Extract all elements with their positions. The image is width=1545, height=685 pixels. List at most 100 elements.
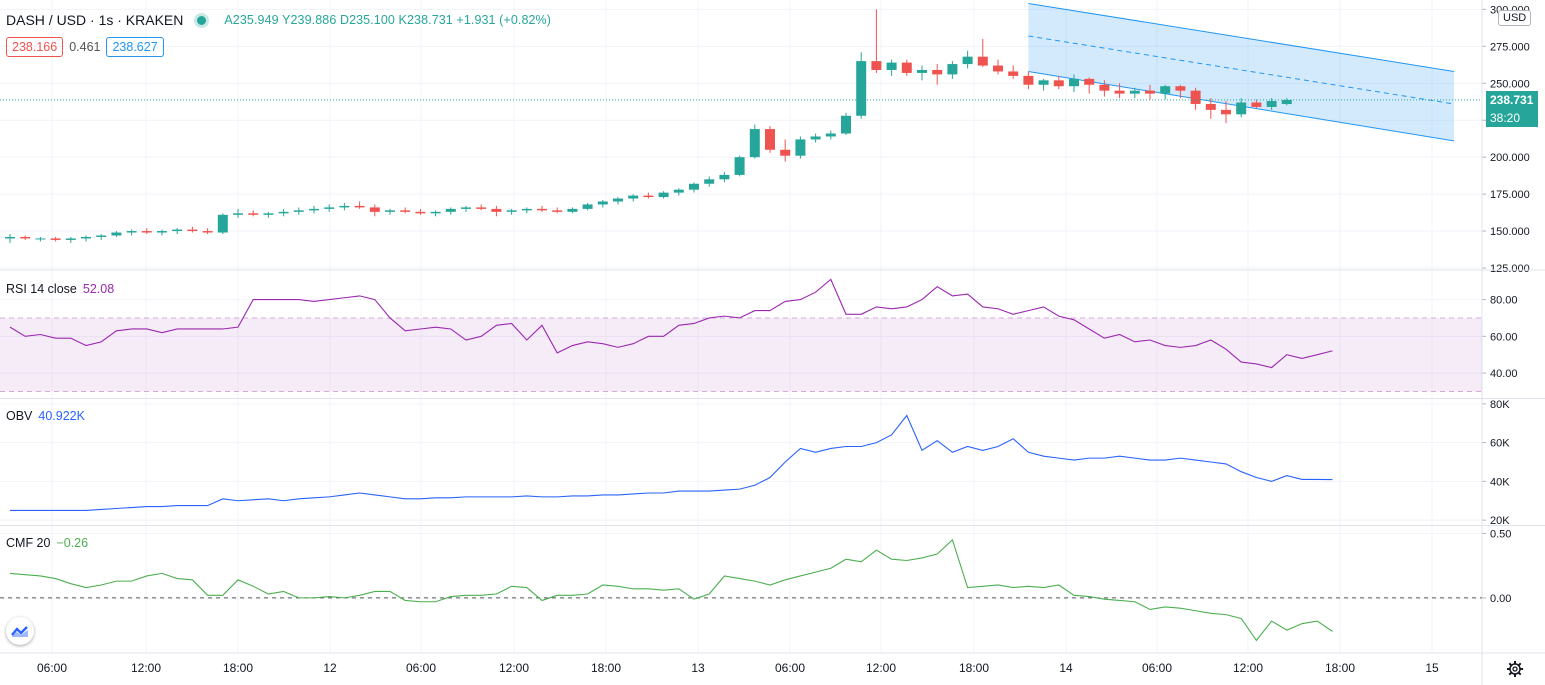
candle-body xyxy=(1008,71,1019,76)
candle-body xyxy=(172,229,183,232)
obv-title: OBV xyxy=(6,409,33,423)
ask-price[interactable]: 238.627 xyxy=(106,37,164,57)
candle-body xyxy=(111,232,122,236)
regression-channel-fill xyxy=(1028,3,1454,141)
time-axis-label: 06:00 xyxy=(37,661,67,675)
last-price-tag: 238.731 xyxy=(1486,90,1538,109)
obv-line xyxy=(10,414,1333,511)
candle-body xyxy=(278,211,289,214)
candle-body xyxy=(354,205,365,208)
candle-body xyxy=(1099,84,1110,91)
cmf-value: −0.26 xyxy=(56,536,89,550)
time-axis-label: 15 xyxy=(1425,661,1439,675)
candle-body xyxy=(871,61,882,70)
obv-legend[interactable]: OBV 40.922K xyxy=(6,409,85,423)
candle-body xyxy=(1205,103,1216,110)
time-axis-label: 06:00 xyxy=(775,661,805,675)
candle-body xyxy=(293,210,304,212)
candle-body xyxy=(1038,80,1049,85)
time-axis-label: 18:00 xyxy=(591,661,621,675)
candle-body xyxy=(1266,101,1277,107)
price-y-tick-label: 125.000 xyxy=(1490,263,1530,275)
candle-body xyxy=(476,207,487,209)
rsi-y-tick-label: 40.00 xyxy=(1490,368,1518,380)
candle-body xyxy=(734,157,745,175)
market-status-icon xyxy=(197,15,207,25)
candle-body xyxy=(324,207,335,209)
candle-body xyxy=(552,210,563,212)
candle-body xyxy=(248,213,259,215)
cmf-line xyxy=(9,538,1333,642)
cmf-legend[interactable]: CMF 20 −0.26 xyxy=(6,536,88,550)
tradingview-logo-icon[interactable] xyxy=(6,617,34,645)
cmf-title: CMF 20 xyxy=(6,536,51,550)
candle-body xyxy=(461,207,471,209)
countdown-tag: 38:20 xyxy=(1486,108,1538,127)
candle-body xyxy=(932,69,943,75)
candle-body xyxy=(537,208,547,211)
candle-body xyxy=(643,195,654,198)
time-axis-label: 12:00 xyxy=(131,661,161,675)
candle-body xyxy=(613,198,623,202)
candle-body xyxy=(5,236,15,239)
candle-body xyxy=(765,129,775,150)
obv-y-tick-label: 40K xyxy=(1490,476,1510,488)
time-axis-label: 12:00 xyxy=(866,661,896,675)
obv-y-tick-label: 80K xyxy=(1490,399,1510,411)
regression-channel-upper xyxy=(1028,2,1455,72)
candle-body xyxy=(962,56,973,65)
spread-value: 0.461 xyxy=(69,40,101,54)
candle-body xyxy=(309,208,319,211)
candle-body xyxy=(795,139,806,156)
candle-body xyxy=(1023,75,1034,85)
candle-body xyxy=(50,238,61,240)
price-y-tick-label: 275.000 xyxy=(1490,41,1530,53)
symbol-title[interactable]: DASH / USD · 1s · KRAKEN xyxy=(6,12,184,28)
candle-body xyxy=(901,62,912,73)
candle-body xyxy=(506,210,517,212)
rsi-y-tick-label: 80.00 xyxy=(1490,295,1518,307)
candle-body xyxy=(385,210,395,212)
candle-body xyxy=(597,201,608,205)
candle-body xyxy=(856,61,867,116)
rsi-legend[interactable]: RSI 14 close 52.08 xyxy=(6,282,114,296)
cmf-y-tick-label: 0.50 xyxy=(1490,528,1511,540)
candle-body xyxy=(704,179,715,184)
candle-body xyxy=(917,69,927,73)
settings-gear-icon[interactable] xyxy=(1506,660,1524,678)
rsi-line xyxy=(9,278,1333,369)
currency-button[interactable]: USD xyxy=(1498,10,1532,26)
candle-body xyxy=(1053,80,1064,87)
candle-body xyxy=(1114,90,1125,94)
ohlc-values: A235.949 Y239.886 D235.100 K238.731 +1.9… xyxy=(224,13,552,27)
candle-body xyxy=(1145,90,1155,94)
candle-body xyxy=(780,149,791,156)
time-axis-label: 12 xyxy=(323,661,337,675)
time-axis-label: 18:00 xyxy=(1325,661,1355,675)
candle-body xyxy=(157,231,167,233)
bid-price[interactable]: 238.166 xyxy=(6,37,64,57)
candle-body xyxy=(445,208,456,212)
rsi-y-tick-label: 60.00 xyxy=(1490,331,1518,343)
candle-body xyxy=(977,56,988,66)
candle-body xyxy=(20,236,31,239)
candle-body xyxy=(1175,86,1186,91)
candle-body xyxy=(202,231,213,233)
candle-body xyxy=(947,64,958,75)
candle-body xyxy=(810,136,821,140)
price-y-tick-label: 150.000 xyxy=(1490,226,1530,238)
price-y-tick-label: 175.000 xyxy=(1490,189,1530,201)
candle-body xyxy=(1160,86,1171,94)
candle-body xyxy=(217,214,228,233)
candle-body xyxy=(339,205,350,208)
candle-body xyxy=(430,211,441,214)
time-axis-label: 13 xyxy=(691,661,705,675)
candle-body xyxy=(369,207,380,212)
obv-value: 40.922K xyxy=(38,409,85,423)
candle-body xyxy=(673,189,684,193)
time-axis-label: 12:00 xyxy=(1233,661,1263,675)
candle-body xyxy=(567,208,578,212)
candle-body xyxy=(689,183,699,190)
time-axis-label: 18:00 xyxy=(959,661,989,675)
